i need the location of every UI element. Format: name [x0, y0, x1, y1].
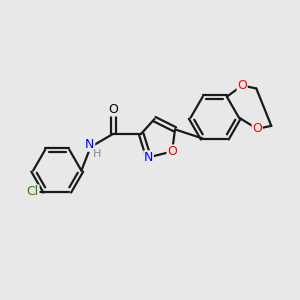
Text: O: O [108, 103, 118, 116]
Text: O: O [237, 79, 247, 92]
Text: O: O [167, 145, 177, 158]
Text: N: N [144, 151, 153, 164]
Text: O: O [252, 122, 262, 135]
Text: Cl: Cl [27, 185, 39, 198]
Text: N: N [85, 138, 94, 151]
Text: H: H [93, 149, 101, 159]
